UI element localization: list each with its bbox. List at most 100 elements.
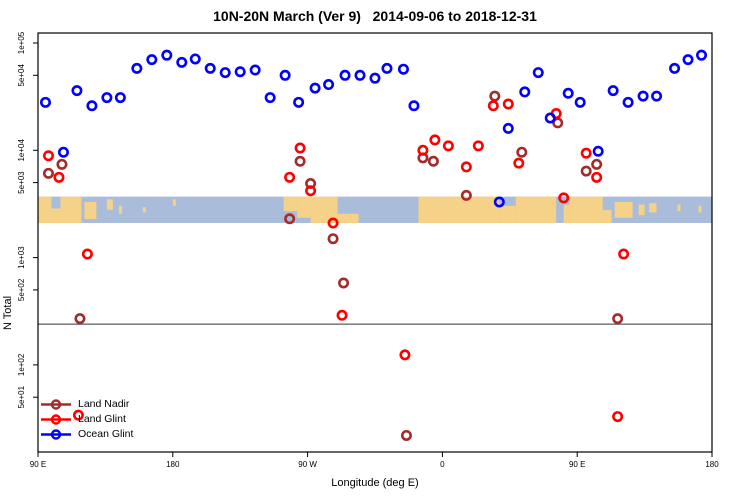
data-point: [264, 92, 276, 104]
data-point: [532, 67, 544, 79]
ocean-glint-marker-icon: [41, 429, 71, 440]
data-point: [493, 196, 505, 208]
data-point: [294, 142, 306, 154]
data-point: [400, 429, 412, 441]
y-tick-label: 1e+02: [17, 353, 26, 376]
y-tick-label: 1e+05: [17, 31, 26, 54]
data-point: [369, 72, 381, 84]
y-tick-label: 5e+03: [17, 171, 26, 194]
legend-item-ocean-glint: Ocean Glint: [39, 427, 133, 442]
y-tick-label: 1e+03: [17, 246, 26, 269]
data-point: [327, 233, 339, 245]
data-point: [327, 217, 339, 229]
data-point: [176, 56, 188, 68]
data-point: [161, 49, 173, 61]
data-point: [42, 150, 54, 162]
data-point: [651, 90, 663, 102]
y-tick-label: 5e+02: [17, 278, 26, 301]
data-point: [574, 96, 586, 108]
legend: Land Nadir Land Glint Ocean Glint: [39, 397, 133, 442]
map-band-land: [638, 204, 645, 216]
data-point: [131, 62, 143, 74]
data-point: [305, 185, 317, 197]
map-band-land: [60, 196, 82, 224]
data-point: [591, 158, 603, 170]
data-point: [39, 96, 51, 108]
data-point: [86, 100, 98, 112]
map-band-land: [563, 204, 570, 224]
data-point: [309, 82, 321, 94]
data-point: [544, 112, 556, 124]
data-point: [101, 92, 113, 104]
data-point: [323, 79, 335, 91]
map-band-land: [614, 201, 633, 218]
series-ocean-glint: [39, 49, 708, 208]
map-band-land: [602, 209, 612, 224]
data-point: [74, 313, 86, 325]
data-point: [429, 134, 441, 146]
series-land-nadir: [42, 90, 624, 441]
x-tick-label: 90 E: [569, 460, 585, 469]
map-band-land: [283, 196, 298, 212]
data-point: [42, 167, 54, 179]
data-point: [487, 100, 499, 112]
data-point: [489, 90, 501, 102]
y-tick-label: 5e+04: [17, 64, 26, 87]
data-point: [397, 63, 409, 75]
data-point: [81, 248, 93, 260]
series-land-glint: [42, 98, 630, 423]
data-point: [381, 62, 393, 74]
data-point: [57, 146, 69, 158]
legend-label-ocean-glint: Ocean Glint: [78, 428, 134, 440]
map-band-land: [499, 205, 516, 224]
data-point: [472, 140, 484, 152]
y-tick-label: 5e+01: [17, 385, 26, 408]
data-point: [284, 213, 296, 225]
land-nadir-marker-icon: [41, 399, 71, 410]
data-point: [56, 158, 68, 170]
data-point: [580, 165, 592, 177]
data-point: [502, 122, 514, 134]
data-point: [284, 171, 296, 183]
data-point: [580, 147, 592, 159]
map-band-land: [142, 207, 146, 213]
data-point: [114, 92, 126, 104]
data-point: [354, 69, 366, 81]
map-band-land: [698, 205, 702, 213]
data-point: [607, 85, 619, 97]
data-point: [637, 90, 649, 102]
data-point: [204, 62, 216, 74]
map-band-land: [418, 196, 500, 224]
data-point: [399, 349, 411, 361]
data-point: [591, 171, 603, 183]
data-point: [562, 87, 574, 99]
x-tick-label: 90 E: [30, 460, 46, 469]
map-band-land: [337, 213, 359, 224]
legend-item-land-nadir: Land Nadir: [39, 397, 133, 412]
data-point: [146, 54, 158, 66]
y-axis-label: N Total: [2, 295, 14, 330]
data-point: [612, 313, 624, 325]
data-point: [696, 49, 708, 61]
data-point: [442, 140, 454, 152]
land-glint-marker-icon: [41, 414, 71, 425]
data-point: [408, 100, 420, 112]
legend-item-land-glint: Land Glint: [39, 412, 133, 427]
map-band-land: [84, 201, 97, 220]
data-point: [622, 96, 634, 108]
data-point: [427, 155, 439, 167]
data-point: [460, 161, 472, 173]
x-axis-label: Longitude (deg E): [331, 477, 419, 489]
data-point: [293, 96, 305, 108]
map-band-land: [569, 196, 603, 224]
x-tick-label: 180: [166, 460, 180, 469]
map-band-land: [172, 199, 176, 206]
data-point: [71, 85, 83, 97]
map-band-land: [297, 196, 311, 218]
data-point: [279, 69, 291, 81]
data-point: [460, 189, 472, 201]
data-point: [516, 146, 528, 158]
data-point: [592, 145, 604, 157]
